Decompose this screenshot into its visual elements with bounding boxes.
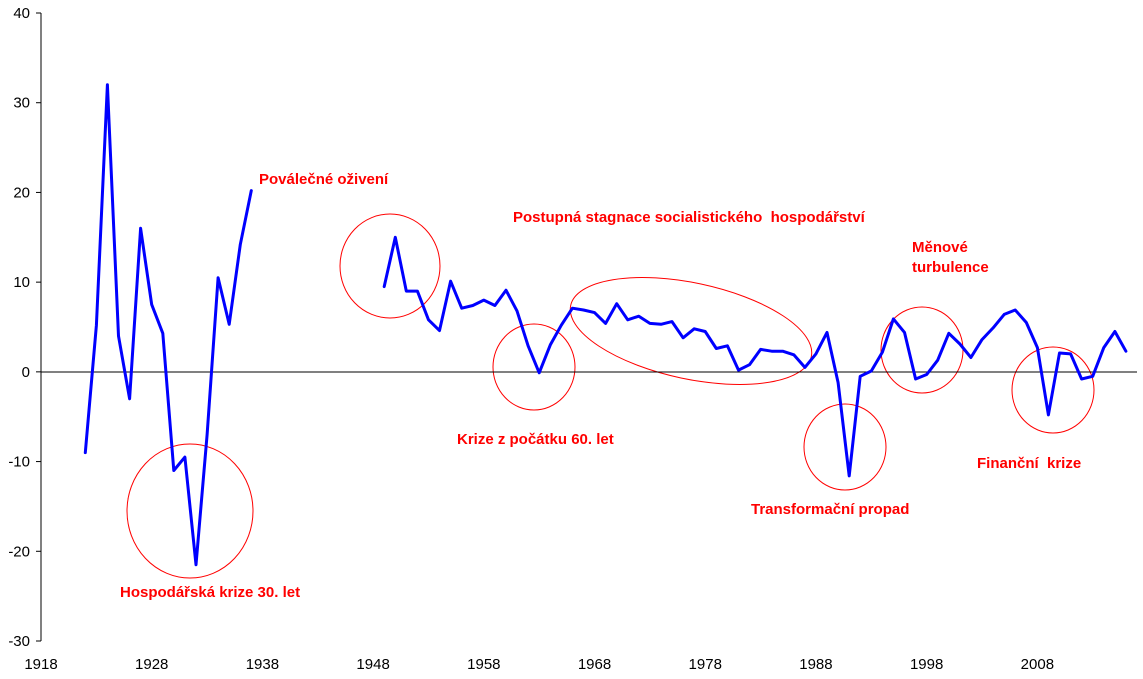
- x-tick-label: 1928: [135, 656, 168, 673]
- annotations: Poválečné oživení Postupná stagnace soci…: [120, 171, 1081, 601]
- circle-1930s: [126, 443, 254, 579]
- x-tick-label: 1948: [356, 656, 389, 673]
- axes: [40, 13, 1137, 641]
- x-tick-label: 1988: [799, 656, 832, 673]
- y-tick-label: -20: [8, 543, 30, 560]
- circle-60s-crisis: [492, 323, 576, 411]
- x-tick-label: 1938: [246, 656, 279, 673]
- circle-financial: [1011, 346, 1095, 434]
- annotation-currency-line1: Měnové: [912, 239, 968, 256]
- highlight-circles: [126, 213, 1095, 579]
- x-tick-label: 1968: [578, 656, 611, 673]
- y-tick-label: 10: [13, 274, 30, 291]
- series-lines: [83, 83, 1128, 567]
- annotation-1930s-crisis: Hospodářská krize 30. let: [120, 584, 300, 601]
- gdp-growth-line: [83, 83, 253, 567]
- annotation-socialist-stagnation: Postupná stagnace socialistického hospod…: [513, 209, 866, 226]
- annotation-financial-crisis: Finanční krize: [977, 455, 1081, 472]
- circle-transformation: [803, 403, 887, 491]
- annotation-currency-line2: turbulence: [912, 259, 989, 276]
- circle-stagnation: [569, 277, 813, 385]
- y-tick-label: 30: [13, 95, 30, 112]
- y-ticks: -30 -20 -10 0 10 20 30 40: [8, 5, 41, 650]
- y-tick-label: -10: [8, 454, 30, 471]
- y-tick-label: -30: [8, 633, 30, 650]
- x-tick-label: 1998: [910, 656, 943, 673]
- annotation-transformation-slump: Transformační propad: [751, 501, 909, 518]
- y-tick-label: 20: [13, 184, 30, 201]
- annotation-postwar-recovery: Poválečné oživení: [259, 171, 389, 188]
- circle-postwar: [339, 213, 441, 319]
- x-tick-label: 1958: [467, 656, 500, 673]
- x-tick-label: 1918: [24, 656, 57, 673]
- y-tick-label: 0: [22, 364, 30, 381]
- annotation-60s-crisis: Krize z počátku 60. let: [457, 431, 614, 448]
- y-tick-label: 40: [13, 5, 30, 22]
- x-ticks: 1918 1928 1938 1948 1958 1968 1978 1988 1998 2008: [24, 656, 1054, 673]
- x-tick-label: 1978: [689, 656, 722, 673]
- x-tick-label: 2008: [1021, 656, 1054, 673]
- gdp-growth-line: [382, 235, 1128, 478]
